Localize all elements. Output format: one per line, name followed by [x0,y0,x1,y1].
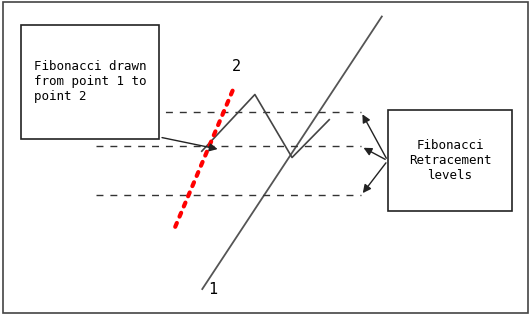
Text: 1: 1 [208,282,217,297]
FancyBboxPatch shape [21,25,159,139]
FancyBboxPatch shape [388,110,512,211]
Text: 2: 2 [232,59,241,74]
Text: Fibonacci drawn
from point 1 to
point 2: Fibonacci drawn from point 1 to point 2 [34,60,147,103]
Text: Fibonacci
Retracement
levels: Fibonacci Retracement levels [409,139,491,182]
